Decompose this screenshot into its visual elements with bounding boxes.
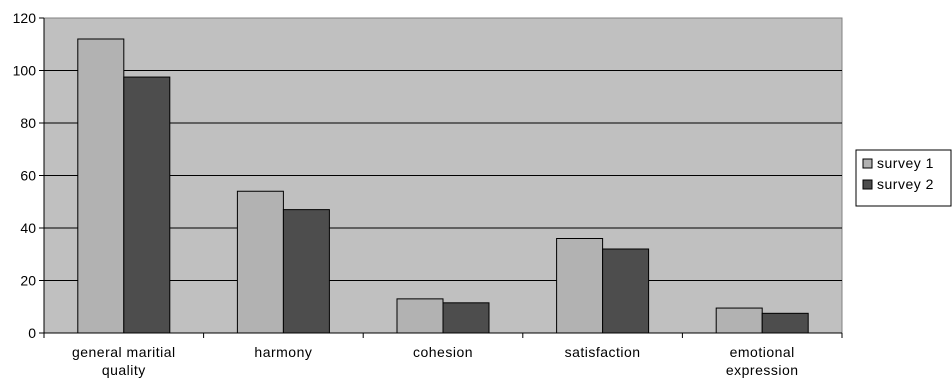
bar-survey-1-2 [396, 298, 444, 334]
y-axis-ticks: 0 20 40 60 80 100 120 [13, 10, 44, 341]
y-tick-label: 0 [28, 325, 36, 341]
y-tick-label: 120 [13, 10, 37, 26]
x-tick-label: satisfaction [565, 344, 641, 360]
bar-survey-2-4 [761, 312, 809, 334]
y-tick-label: 40 [20, 220, 36, 236]
bar-survey-2-1 [282, 209, 330, 334]
legend: survey 1 survey 2 [855, 149, 952, 207]
bar-survey-1-0 [77, 38, 125, 334]
bar-survey-1-4 [715, 307, 763, 334]
x-axis-labels: general maritial quality harmony cohesion sa… [43, 333, 843, 378]
gridlines [44, 70, 842, 281]
x-tick-label: general maritial quality [72, 344, 176, 378]
x-tick-label: cohesion [413, 344, 473, 360]
legend-swatch [862, 158, 873, 169]
y-tick-label: 80 [20, 115, 36, 131]
bar-survey-2-2 [442, 302, 490, 334]
legend-label: survey 1 [877, 155, 934, 171]
bar-survey-1-1 [236, 190, 284, 334]
legend-swatch [862, 179, 873, 190]
y-tick-label: 100 [13, 63, 37, 79]
x-tick-label: emotional expression [726, 344, 799, 378]
bar-survey-2-0 [123, 76, 171, 334]
x-tick-label: harmony [254, 344, 312, 360]
bars [77, 38, 809, 334]
legend-label: survey 2 [877, 176, 934, 192]
y-tick-label: 60 [20, 168, 36, 184]
bar-survey-1-3 [556, 238, 604, 334]
y-tick-label: 20 [20, 273, 36, 289]
bar-survey-2-3 [602, 248, 650, 334]
